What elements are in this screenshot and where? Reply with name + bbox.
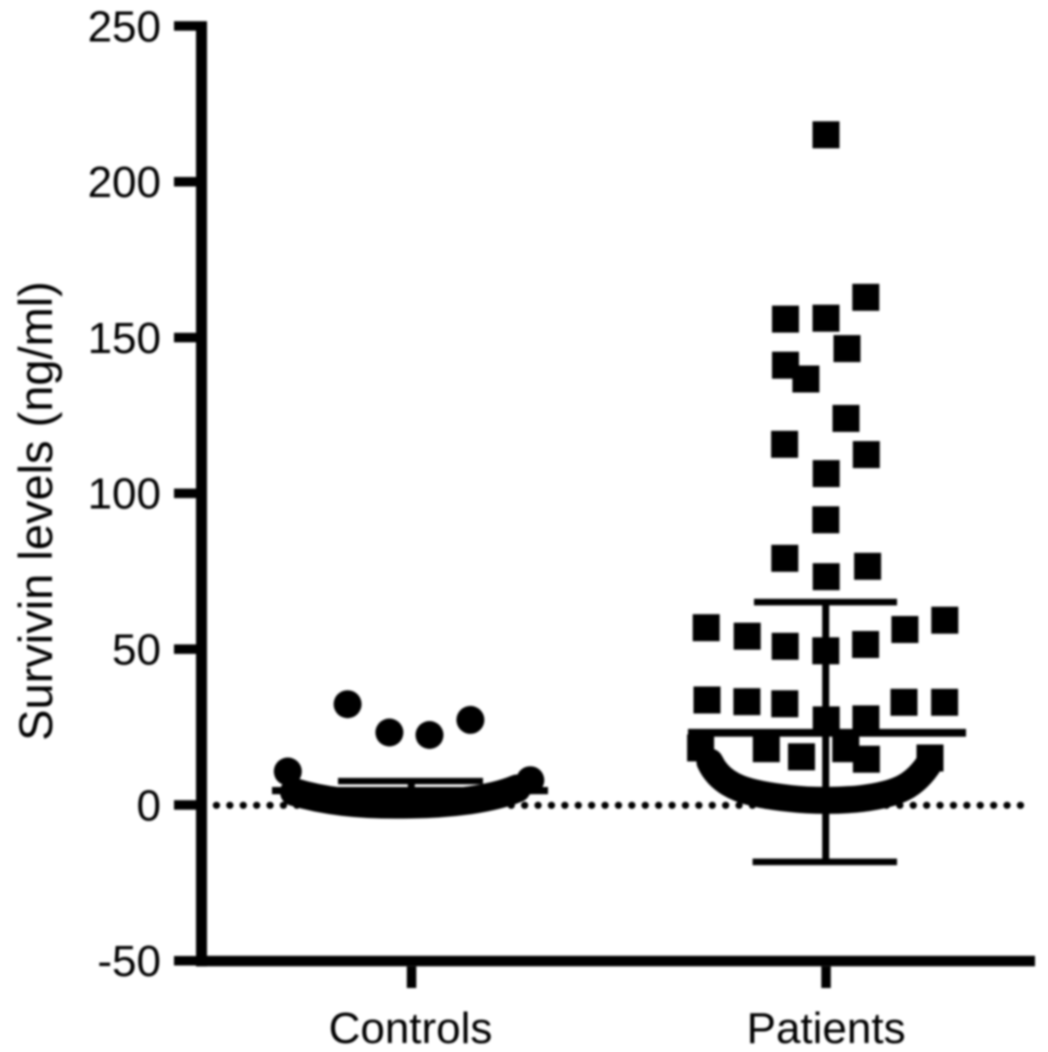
svg-text:150: 150 bbox=[88, 314, 161, 363]
svg-text:Controls: Controls bbox=[329, 1004, 493, 1052]
svg-text:250: 250 bbox=[88, 2, 161, 51]
svg-text:100: 100 bbox=[88, 470, 161, 519]
svg-text:0: 0 bbox=[137, 781, 161, 830]
svg-text:-50: -50 bbox=[97, 937, 161, 986]
svg-text:Survivin levels (ng/ml): Survivin levels (ng/ml) bbox=[9, 281, 62, 741]
svg-text:50: 50 bbox=[112, 626, 161, 675]
svg-text:Patients: Patients bbox=[747, 1004, 906, 1052]
svg-text:200: 200 bbox=[88, 158, 161, 207]
